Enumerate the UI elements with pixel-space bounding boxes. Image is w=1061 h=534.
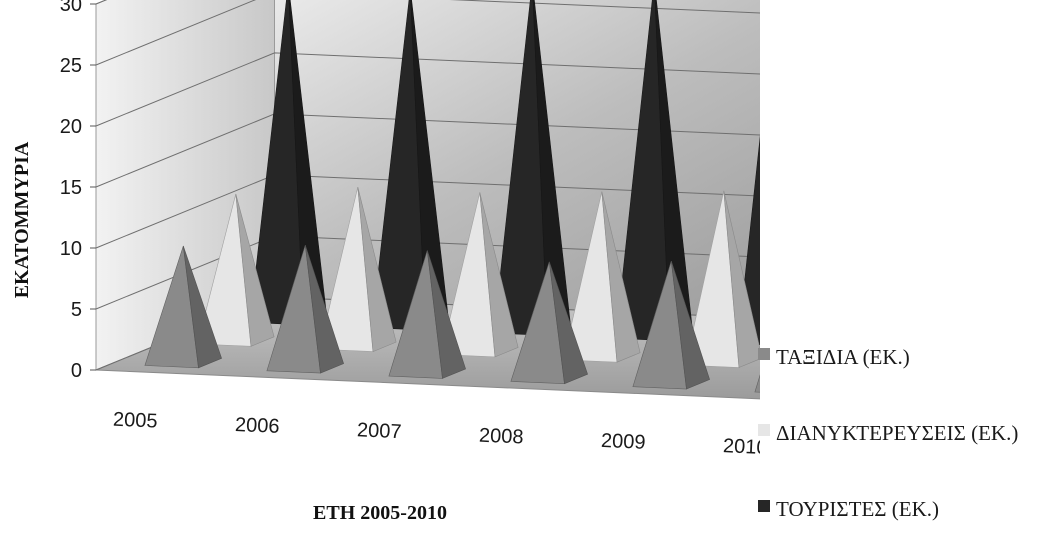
pyramid-τουριστες-2007 <box>493 0 571 336</box>
legend: ΤΑΞΙΔΙΑ (ΕΚ.) ΔΙΑΝΥΚΤΕΡΕΥΣΕΙΣ (ΕΚ.) ΤΟΥΡ… <box>758 0 1058 529</box>
pyramid-διανυκτερευσεις-2009 <box>685 190 763 368</box>
y-axis-label-wrap: ΕΚΑΤΟΜΜΥΡΙΑ <box>11 141 33 298</box>
pyramid-τουριστες-2005 <box>249 0 327 326</box>
pyramid-διανυκτερευσεις-2007 <box>441 192 519 358</box>
pyramid-ταξιδια-2008 <box>510 261 588 385</box>
y-axis-label: ΕΚΑΤΟΜΜΥΡΙΑ <box>11 141 33 298</box>
x-tick-label: 2010 <box>723 435 760 459</box>
pyramid-side-face <box>723 190 763 368</box>
pyramid-διανυκτερευσεις-2008 <box>563 191 641 363</box>
pyramid-side-face <box>305 245 344 374</box>
pyramid-ταξιδια-2009 <box>632 261 710 390</box>
pyramid-διανυκτερευσεις-2006 <box>319 187 397 353</box>
y-tick-label: 5 <box>71 299 82 321</box>
pyramid-side-face <box>183 245 222 369</box>
y-tick-label: 25 <box>60 55 82 77</box>
x-axis-tick-labels: 2005 2006 2007 2008 2009 2010 <box>113 409 768 459</box>
pyramid-side-face <box>671 261 710 390</box>
x-tick-label: 2007 <box>357 419 402 443</box>
legend-item-tourists: ΤΟΥΡΙΣΤΕΣ (ΕΚ.) <box>758 494 1061 524</box>
pyramid-chart: 0 5 10 15 20 25 30 2005 2006 2007 2008 2009 2010 <box>60 0 1007 459</box>
y-tick-label: 15 <box>60 177 82 199</box>
pyramid-side-face <box>427 250 466 379</box>
pyramid-τουριστες-2006 <box>371 0 449 331</box>
legend-swatch-overnights <box>758 424 770 436</box>
y-tick-label: 30 <box>60 0 82 16</box>
pyramid-side-face <box>479 192 519 358</box>
pyramid-διανυκτερευσεις-2005 <box>197 193 275 347</box>
x-tick-label: 2008 <box>479 425 524 449</box>
legend-label-travel: ΤΑΞΙΔΙΑ (ΕΚ.) <box>776 345 910 369</box>
legend-label-tourists: ΤΟΥΡΙΣΤΕΣ (ΕΚ.) <box>776 497 939 521</box>
pyramid-ταξιδια-2006 <box>266 245 344 374</box>
x-tick-label: 2009 <box>601 430 646 454</box>
y-tick-label: 10 <box>60 238 82 260</box>
y-axis-tick-labels: 0 5 10 15 20 25 30 <box>60 0 96 382</box>
legend-swatch-tourists <box>758 500 770 512</box>
pyramid-ταξιδια-2007 <box>388 250 466 379</box>
x-tick-label: 2005 <box>113 409 158 433</box>
pyramid-side-face <box>549 261 588 385</box>
y-tick-label: 20 <box>60 116 82 138</box>
legend-item-travel: ΤΑΞΙΔΙΑ (ΕΚ.) <box>758 342 1061 372</box>
pyramid-side-face <box>601 191 641 363</box>
legend-item-overnights: ΔΙΑΝΥΚΤΕΡΕΥΣΕΙΣ (ΕΚ.) <box>758 418 1061 448</box>
x-axis-label: ΕΤΗ 2005-2010 <box>313 502 447 524</box>
x-tick-label: 2006 <box>235 414 280 438</box>
legend-label-overnights: ΔΙΑΝΥΚΤΕΡΕΥΣΕΙΣ (ΕΚ.) <box>776 421 1019 445</box>
legend-swatch-travel <box>758 348 770 360</box>
pyramid-side-face <box>235 193 275 347</box>
pyramid-ταξιδια-2005 <box>144 245 222 369</box>
y-tick-label: 0 <box>71 360 82 382</box>
pyramid-side-face <box>357 187 397 353</box>
